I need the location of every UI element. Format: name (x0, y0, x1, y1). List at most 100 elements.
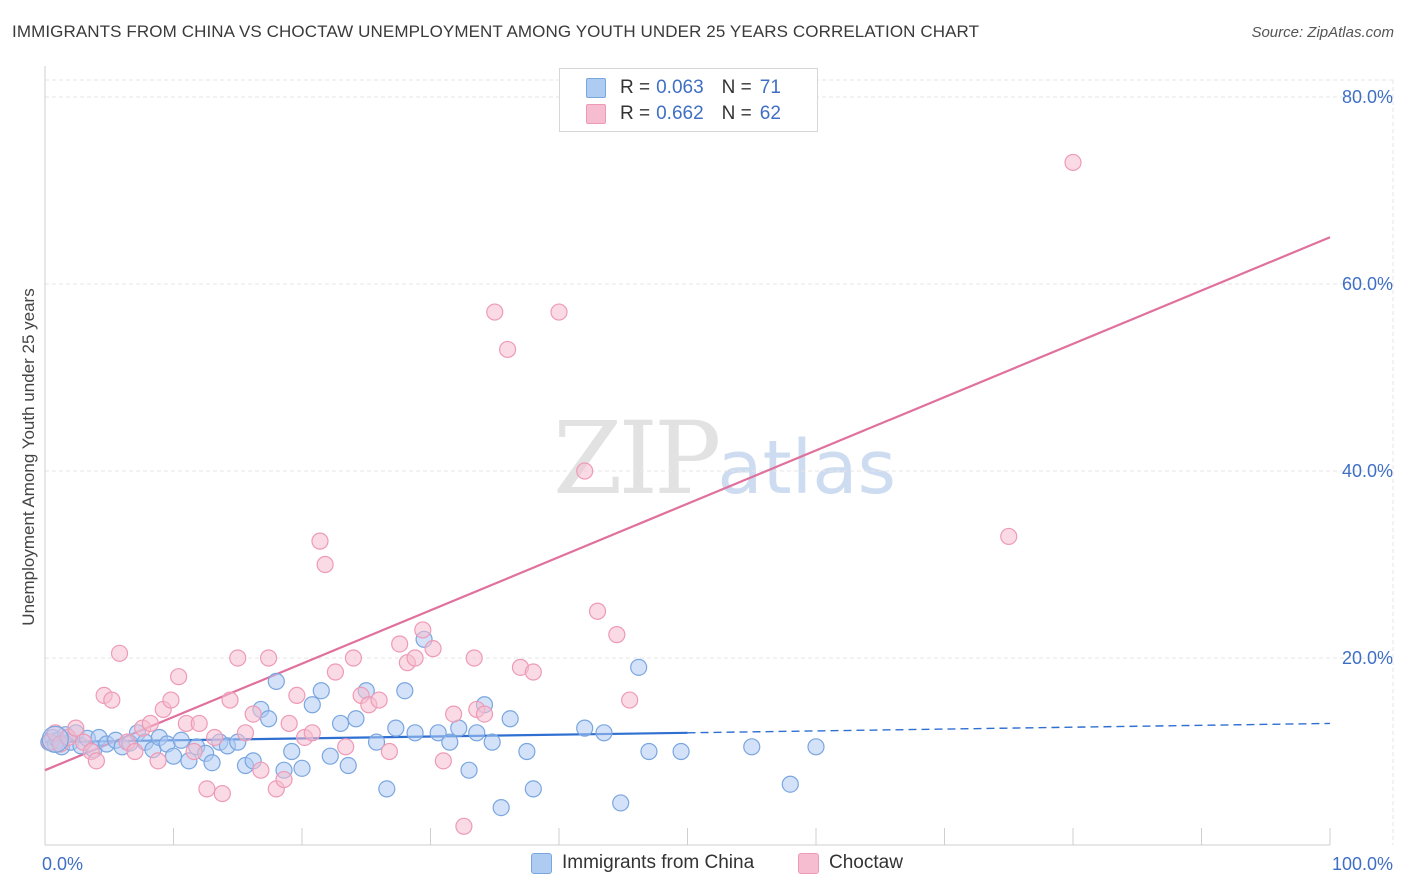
choctaw-point (252, 761, 270, 779)
choctaw-point (190, 714, 208, 733)
choctaw-point (588, 602, 607, 620)
china-cluster-point (41, 725, 69, 753)
china-point (378, 780, 396, 798)
choctaw-point (275, 770, 293, 789)
legend-r-value: 0.063 (656, 77, 704, 98)
choctaw-point (524, 663, 542, 681)
legend-r-label: R = (620, 77, 651, 98)
bottom-legend-swatch-choctaw (798, 852, 819, 874)
y-tick-label: 20.0% (1342, 648, 1393, 668)
choctaw-point (380, 742, 398, 761)
legend-swatch-choctaw (586, 104, 606, 124)
choctaw-point (486, 303, 504, 321)
china-point (518, 742, 536, 761)
china-point (492, 798, 510, 817)
china-point (331, 714, 350, 733)
choctaw-point (475, 705, 494, 723)
choctaw-trend-line (44, 236, 1331, 772)
trend-lines (44, 236, 1331, 772)
watermark-zip: ZIP (553, 400, 721, 517)
legend-row-choctaw: R = 0.662 N = 62 (586, 102, 781, 126)
legend-swatch-china (586, 78, 606, 98)
china-point (321, 747, 339, 765)
china-point (347, 710, 365, 728)
choctaw-point (103, 691, 121, 709)
china-point (164, 747, 183, 765)
choctaw-point (198, 780, 216, 798)
china-point (672, 742, 690, 761)
legend-r-label: R = (620, 103, 651, 124)
china-trend-extension (687, 722, 1331, 734)
tick-labels: 20.0% 40.0% 60.0% 80.0% 0.0% 100.0% (42, 87, 1393, 874)
x-tick-label: 0.0% (42, 854, 83, 874)
choctaw-point (621, 691, 639, 709)
legend-n-value: 71 (759, 77, 781, 98)
choctaw-point (162, 691, 180, 709)
choctaw-point (316, 555, 334, 574)
choctaw-point (259, 649, 278, 667)
choctaw-point (229, 649, 247, 667)
choctaw-point (311, 532, 329, 550)
watermark: ZIPatlas (553, 400, 896, 517)
y-tick-label: 40.0% (1342, 461, 1393, 481)
choctaw-point (110, 644, 129, 662)
bottom-legend-label-choctaw: Choctaw (829, 852, 903, 873)
choctaw-point (170, 668, 188, 686)
china-point (640, 742, 658, 761)
china-point (387, 719, 405, 737)
choctaw-point (221, 691, 239, 709)
choctaw-point (391, 635, 409, 653)
y-tick-label: 80.0% (1342, 87, 1393, 107)
china-point (807, 738, 825, 756)
choctaw-point (344, 649, 362, 667)
choctaw-point (280, 714, 298, 733)
china-point (396, 682, 414, 700)
china-point (595, 724, 613, 742)
china-point (429, 724, 447, 742)
choctaw-point (87, 752, 106, 770)
choctaw-point (1064, 153, 1082, 172)
y-axis-label: Unemployment Among Youth under 25 years (19, 288, 38, 625)
choctaw-point (213, 784, 231, 803)
choctaw-point (288, 686, 306, 705)
china-point (576, 719, 594, 737)
choctaw-point (149, 752, 167, 770)
choctaw-point (206, 728, 224, 747)
choctaw-point (608, 626, 626, 644)
choctaw-point (141, 714, 159, 733)
china-point (501, 710, 519, 728)
china-point (367, 733, 386, 751)
choctaw-point (236, 724, 255, 742)
china-point (743, 738, 761, 756)
china-point (483, 733, 501, 751)
china-point (524, 780, 542, 798)
choctaw-point (370, 691, 388, 709)
bottom-legend-swatch-china (531, 852, 552, 874)
bottom-legend-china: Immigrants from China (531, 852, 754, 874)
choctaw-point (303, 724, 321, 742)
choctaw-point (550, 303, 568, 321)
bottom-legend-label-china: Immigrants from China (562, 852, 755, 873)
choctaw-point (126, 742, 144, 761)
choctaw-point (326, 663, 345, 681)
china-point (293, 759, 311, 777)
choctaw-point (244, 705, 262, 723)
china-point (203, 754, 221, 772)
data-points (40, 153, 1082, 835)
choctaw-point (337, 738, 355, 756)
china-point (312, 682, 330, 700)
china-point (468, 724, 486, 742)
china-point (612, 794, 630, 812)
choctaw-point (445, 705, 463, 723)
china-point (303, 696, 321, 714)
x-tick-label: 100.0% (1332, 854, 1393, 874)
china-point (630, 658, 648, 676)
choctaw-point (67, 719, 85, 737)
china-point (406, 724, 424, 742)
china-point (781, 775, 799, 793)
legend-r-value: 0.662 (656, 103, 704, 124)
choctaw-point (185, 742, 203, 761)
choctaw-point (406, 649, 424, 667)
china-point (172, 731, 190, 749)
